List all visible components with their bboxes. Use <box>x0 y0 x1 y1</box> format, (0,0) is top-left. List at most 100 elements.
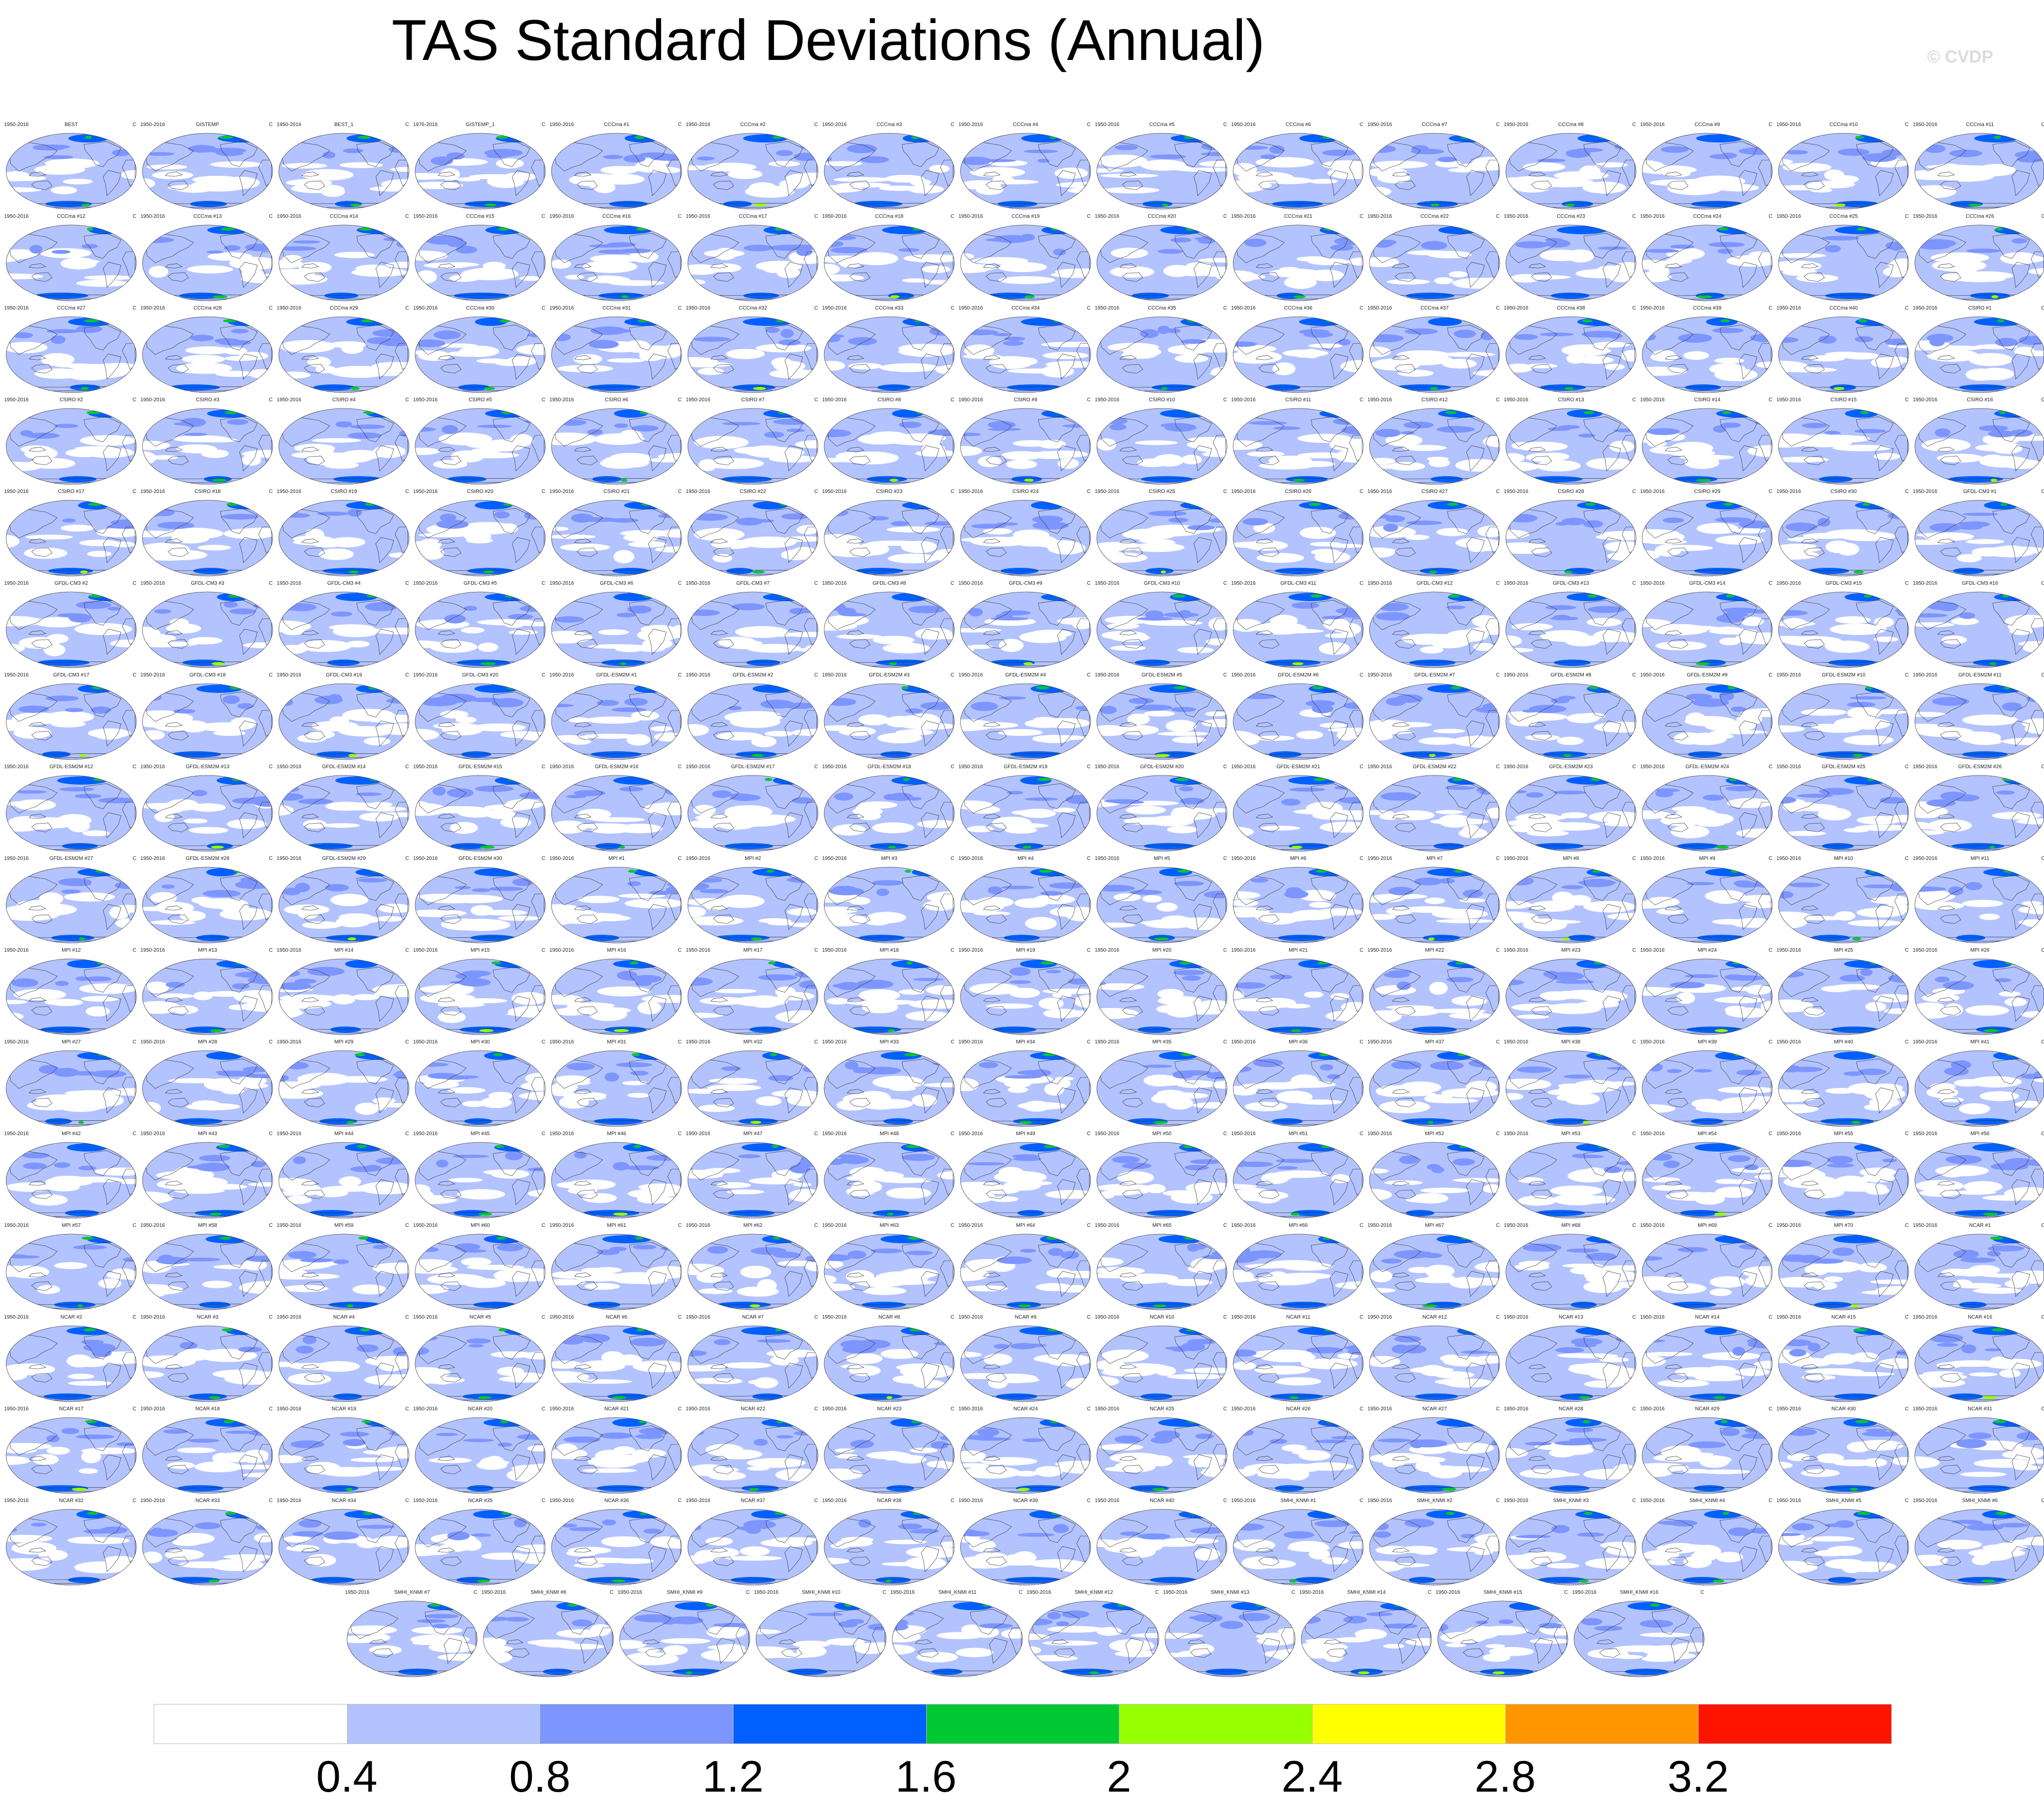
low-value-patch <box>998 276 1055 284</box>
panel-units-label: C <box>1632 305 1636 311</box>
mid-value-patch <box>1558 695 1576 700</box>
coastline <box>512 354 530 380</box>
low-value-patch <box>82 830 110 836</box>
mid-value-patch <box>432 786 446 796</box>
map-panel: 1950-2016 GFDL-ESM2M #8 C <box>1504 672 1638 763</box>
coastline <box>1720 233 1757 259</box>
mid-value-patch <box>279 970 300 977</box>
southern-high-patch <box>877 384 911 391</box>
coastline <box>304 547 325 557</box>
mid-value-patch <box>960 156 992 166</box>
panel-units-label: C <box>1359 305 1363 311</box>
world-map <box>1914 408 2044 485</box>
low-value-patch <box>1567 249 1594 263</box>
arctic-peak-patch <box>496 136 508 139</box>
coastline <box>986 456 1007 465</box>
low-value-patch <box>755 1096 782 1106</box>
low-value-patch <box>292 452 318 458</box>
coastline <box>1235 234 1285 263</box>
mid-value-patch <box>1723 611 1749 618</box>
map-panel: 1950-2016 MPI #1 C <box>549 856 684 946</box>
arctic-high-patch <box>494 960 537 968</box>
panel-years-label: 1950-2016 <box>1640 305 1665 311</box>
low-value-patch <box>1166 1004 1198 1018</box>
low-value-patch <box>419 539 442 550</box>
panel-title: CSIRO #10 <box>1149 397 1175 403</box>
southern-high-patch <box>1825 293 1875 299</box>
panel-years-label: 1950-2016 <box>140 122 165 128</box>
world-map <box>142 500 273 577</box>
map-panel: 1950-2016 CCCma #30 C <box>413 305 547 396</box>
arctic-peak-patch <box>1590 778 1600 781</box>
low-value-patch <box>120 170 136 179</box>
mid-value-patch <box>1678 333 1712 343</box>
arctic-peak-patch <box>87 228 93 231</box>
low-value-patch <box>857 543 889 556</box>
map-panel: 1950-2016 GFDL-ESM2M #21 C <box>1231 764 1365 854</box>
map-panel: 1950-2016 MPI #10 C <box>1776 856 1911 946</box>
low-value-patch <box>142 554 192 561</box>
coastline <box>1992 324 2030 351</box>
low-value-patch <box>352 994 380 1000</box>
coastline <box>220 233 258 259</box>
low-value-patch <box>430 641 478 653</box>
world-map <box>1642 408 1773 485</box>
world-map <box>6 591 137 668</box>
low-value-patch <box>385 261 409 268</box>
low-value-patch <box>1135 440 1178 445</box>
world-map <box>1505 1050 1637 1127</box>
low-value-patch <box>1718 1086 1772 1094</box>
mid-value-patch <box>1446 977 1474 982</box>
coastline <box>983 447 1001 452</box>
low-value-patch <box>845 1000 895 1005</box>
coastline <box>1395 272 1416 282</box>
coastline <box>1667 272 1689 282</box>
mid-value-patch <box>693 337 731 342</box>
arctic-peak-patch <box>1737 136 1747 139</box>
low-value-patch <box>1779 253 1826 258</box>
low-value-patch <box>1244 1102 1288 1112</box>
low-value-patch <box>1140 920 1179 925</box>
low-value-patch <box>1014 898 1048 908</box>
panel-title: CCCma #14 <box>330 214 358 219</box>
panel-units-label: C <box>1632 397 1636 403</box>
mid-value-patch <box>1561 885 1584 889</box>
map-panel: 1950-2016 CCCma #38 C <box>1504 305 1638 396</box>
low-value-patch <box>746 632 806 637</box>
low-value-patch <box>765 731 793 737</box>
map-panel: 1950-2016 CCCma #6 C <box>1231 122 1365 212</box>
mid-value-patch <box>222 695 240 704</box>
mid-value-patch <box>624 698 648 706</box>
world-map <box>415 775 546 852</box>
coastline <box>1739 445 1757 471</box>
panel-years-label: 1950-2016 <box>1367 214 1392 219</box>
map-panel: 1950-2016 CCCma #8 C <box>1504 122 1638 212</box>
low-value-patch <box>1645 896 1680 908</box>
mid-value-patch <box>427 1073 458 1079</box>
map-outline <box>687 500 819 577</box>
southern-peak-patch <box>1428 937 1435 940</box>
coastline <box>1602 170 1621 196</box>
panel-years-label: 1950-2016 <box>1776 305 1801 311</box>
low-value-patch <box>867 540 922 546</box>
coastline <box>1311 141 1348 167</box>
mid-value-patch <box>415 1062 448 1067</box>
southern-peak-patch <box>619 846 625 849</box>
southern-high-patch <box>1557 1026 1592 1033</box>
arctic-peak-patch <box>1312 686 1324 689</box>
panel-title: CCCma #18 <box>875 214 904 219</box>
low-value-patch <box>1197 1000 1227 1010</box>
southern-peak-patch <box>1989 846 1995 849</box>
world-map <box>6 224 137 301</box>
panel-years-label: 1950-2016 <box>277 122 301 128</box>
low-value-patch <box>6 273 44 280</box>
mid-value-patch <box>736 517 763 526</box>
coastline <box>1856 141 1894 167</box>
low-value-patch <box>68 819 90 832</box>
low-value-patch <box>1962 899 2004 908</box>
low-value-patch <box>898 346 954 357</box>
panel-title: CSIRO #13 <box>1558 397 1584 403</box>
coastline <box>1992 233 2030 259</box>
low-value-patch <box>1427 251 1472 259</box>
arctic-high-patch <box>773 776 807 785</box>
